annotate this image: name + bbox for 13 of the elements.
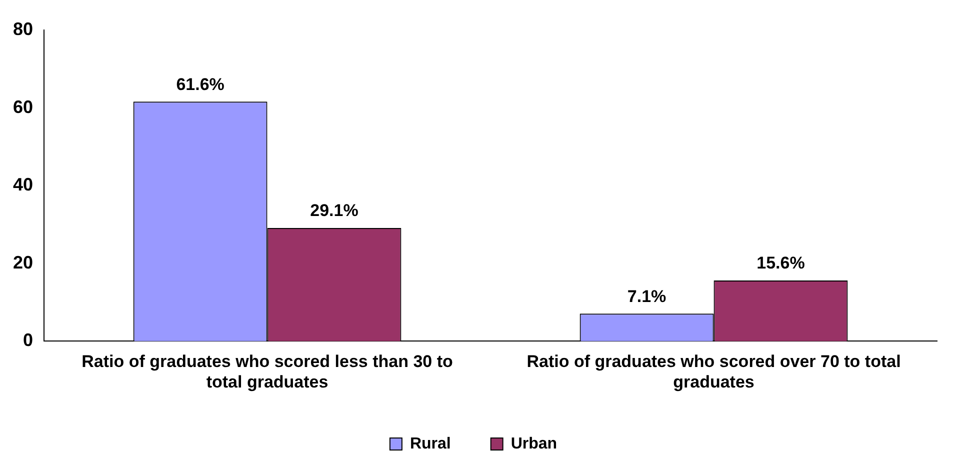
y-tick-label: 80 — [12, 18, 34, 39]
legend-label: Urban — [510, 435, 558, 452]
y-tick-label: 20 — [12, 252, 34, 272]
x-tick-label: Ratio of graduates who scored over 70 to total graduates — [526, 352, 901, 392]
y-tick-label: 40 — [12, 174, 34, 195]
legend-label: Rural — [410, 435, 451, 452]
data-label: 61.6% — [176, 74, 224, 94]
data-label: 29.1% — [310, 201, 358, 220]
y-tick-label: 60 — [12, 96, 34, 117]
y-tick-label: 0 — [23, 330, 34, 350]
x-tick-label: Ratio of graduates who scored less than 30 to total graduates — [82, 352, 453, 392]
data-label: 7.1% — [627, 286, 666, 306]
data-label: 15.6% — [756, 254, 805, 273]
